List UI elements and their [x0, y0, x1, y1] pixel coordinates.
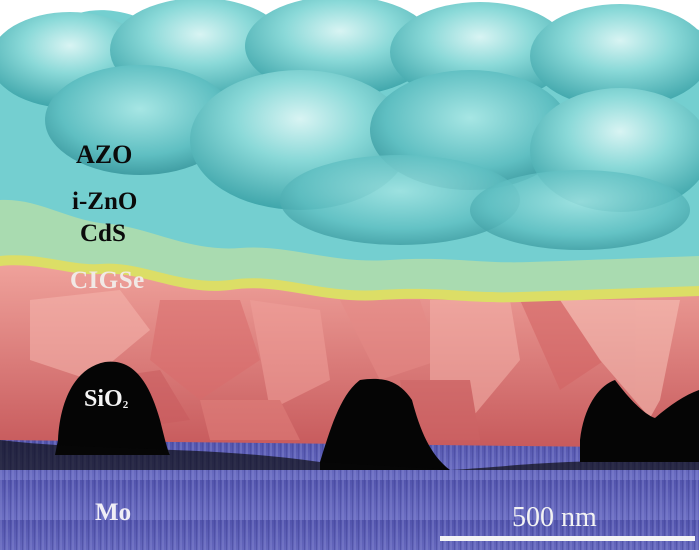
sio2-particle-3 [580, 380, 699, 462]
interface-shadow [0, 440, 699, 470]
sio2-particle-1 [55, 361, 170, 455]
label-cigse: CIGSe [70, 267, 145, 294]
label-izno: i-ZnO [72, 188, 138, 215]
label-cds: CdS [80, 220, 126, 247]
label-mo: Mo [95, 499, 132, 526]
scale-bar [440, 536, 695, 541]
sio2-particle-2 [320, 378, 450, 470]
cigse-grains [30, 290, 680, 440]
label-sio2-main: SiO [84, 386, 123, 412]
izno-highlight [0, 197, 699, 293]
azo-domes [0, 0, 699, 250]
label-azo: AZO [76, 140, 133, 169]
scale-bar-label: 500 nm [512, 502, 597, 533]
izno-layer [0, 197, 699, 293]
label-sio2: SiO2 [84, 387, 128, 411]
label-sio2-subscript: 2 [122, 399, 129, 411]
